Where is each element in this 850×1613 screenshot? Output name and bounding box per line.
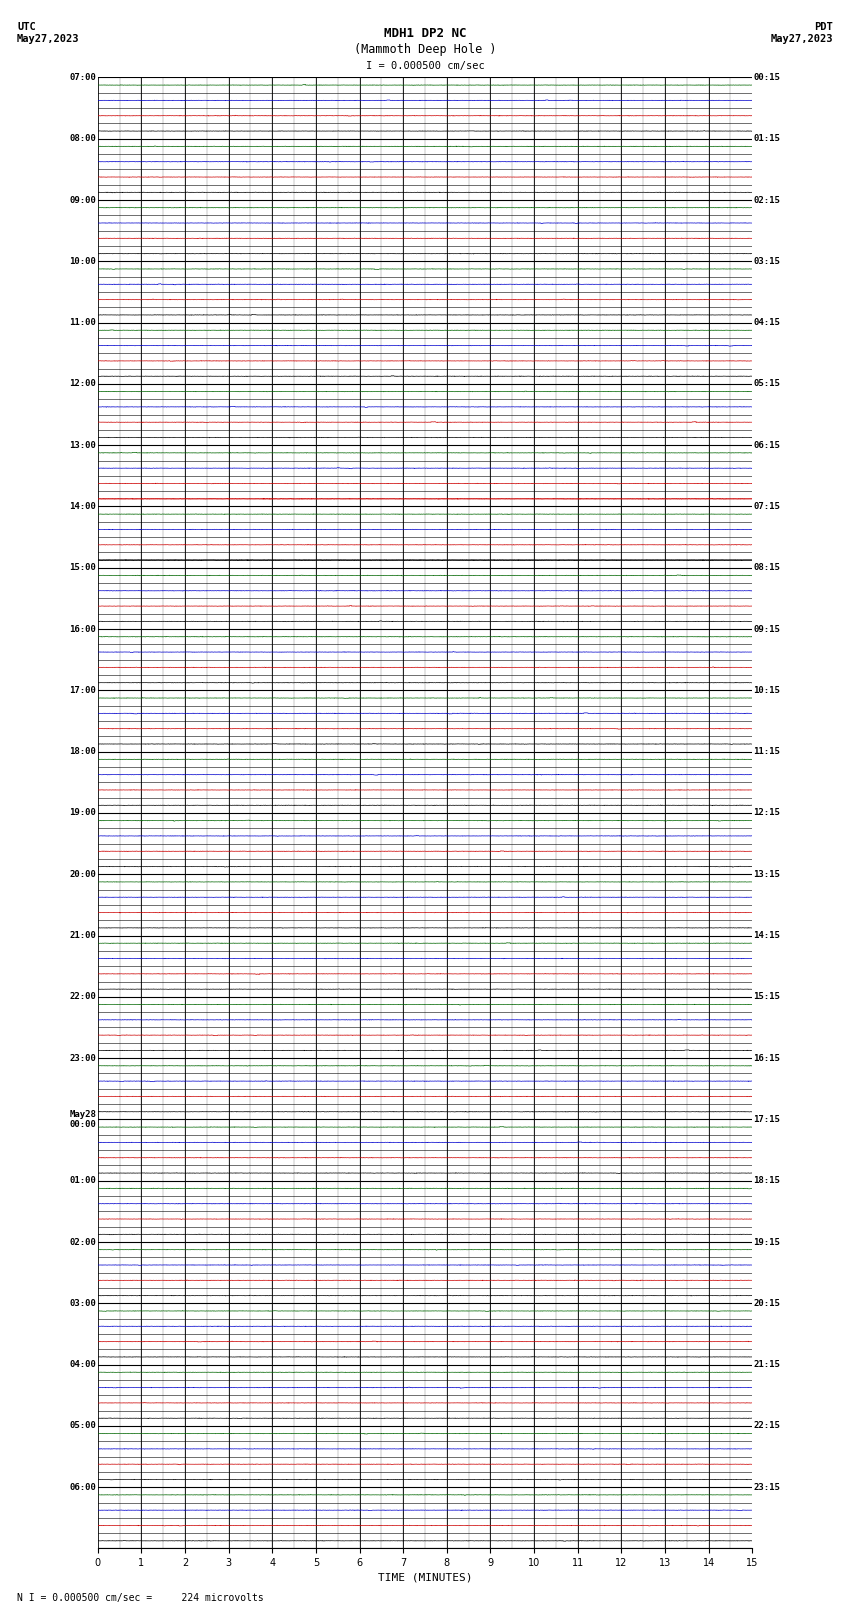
Text: 02:15: 02:15 bbox=[754, 195, 780, 205]
Text: (Mammoth Deep Hole ): (Mammoth Deep Hole ) bbox=[354, 44, 496, 56]
Text: 07:00: 07:00 bbox=[70, 73, 96, 82]
Text: 20:15: 20:15 bbox=[754, 1298, 780, 1308]
Text: 14:00: 14:00 bbox=[70, 502, 96, 511]
Text: PDT
May27,2023: PDT May27,2023 bbox=[770, 23, 833, 44]
X-axis label: TIME (MINUTES): TIME (MINUTES) bbox=[377, 1573, 473, 1582]
Text: 11:15: 11:15 bbox=[754, 747, 780, 756]
Text: 18:15: 18:15 bbox=[754, 1176, 780, 1186]
Text: 10:15: 10:15 bbox=[754, 686, 780, 695]
Text: 21:15: 21:15 bbox=[754, 1360, 780, 1369]
Text: 08:15: 08:15 bbox=[754, 563, 780, 573]
Text: 23:15: 23:15 bbox=[754, 1482, 780, 1492]
Text: May28
00:00: May28 00:00 bbox=[70, 1110, 96, 1129]
Text: 01:15: 01:15 bbox=[754, 134, 780, 144]
Text: 10:00: 10:00 bbox=[70, 256, 96, 266]
Text: 14:15: 14:15 bbox=[754, 931, 780, 940]
Text: 05:15: 05:15 bbox=[754, 379, 780, 389]
Text: 17:00: 17:00 bbox=[70, 686, 96, 695]
Text: 03:00: 03:00 bbox=[70, 1298, 96, 1308]
Text: 16:15: 16:15 bbox=[754, 1053, 780, 1063]
Text: 12:15: 12:15 bbox=[754, 808, 780, 818]
Text: 19:00: 19:00 bbox=[70, 808, 96, 818]
Text: 08:00: 08:00 bbox=[70, 134, 96, 144]
Text: MDH1 DP2 NC: MDH1 DP2 NC bbox=[383, 27, 467, 40]
Text: 03:15: 03:15 bbox=[754, 256, 780, 266]
Text: 02:00: 02:00 bbox=[70, 1237, 96, 1247]
Text: 06:00: 06:00 bbox=[70, 1482, 96, 1492]
Text: 09:00: 09:00 bbox=[70, 195, 96, 205]
Text: 01:00: 01:00 bbox=[70, 1176, 96, 1186]
Text: 05:00: 05:00 bbox=[70, 1421, 96, 1431]
Text: 12:00: 12:00 bbox=[70, 379, 96, 389]
Text: 17:15: 17:15 bbox=[754, 1115, 780, 1124]
Text: I = 0.000500 cm/sec: I = 0.000500 cm/sec bbox=[366, 61, 484, 71]
Text: 13:15: 13:15 bbox=[754, 869, 780, 879]
Text: 19:15: 19:15 bbox=[754, 1237, 780, 1247]
Text: 15:00: 15:00 bbox=[70, 563, 96, 573]
Text: N I = 0.000500 cm/sec =     224 microvolts: N I = 0.000500 cm/sec = 224 microvolts bbox=[17, 1594, 264, 1603]
Text: UTC
May27,2023: UTC May27,2023 bbox=[17, 23, 80, 44]
Text: 22:15: 22:15 bbox=[754, 1421, 780, 1431]
Text: 04:00: 04:00 bbox=[70, 1360, 96, 1369]
Text: 23:00: 23:00 bbox=[70, 1053, 96, 1063]
Text: 20:00: 20:00 bbox=[70, 869, 96, 879]
Text: 15:15: 15:15 bbox=[754, 992, 780, 1002]
Text: 07:15: 07:15 bbox=[754, 502, 780, 511]
Text: 13:00: 13:00 bbox=[70, 440, 96, 450]
Text: 18:00: 18:00 bbox=[70, 747, 96, 756]
Text: 04:15: 04:15 bbox=[754, 318, 780, 327]
Text: 22:00: 22:00 bbox=[70, 992, 96, 1002]
Text: 16:00: 16:00 bbox=[70, 624, 96, 634]
Text: 09:15: 09:15 bbox=[754, 624, 780, 634]
Text: 06:15: 06:15 bbox=[754, 440, 780, 450]
Text: 00:15: 00:15 bbox=[754, 73, 780, 82]
Text: 21:00: 21:00 bbox=[70, 931, 96, 940]
Text: 11:00: 11:00 bbox=[70, 318, 96, 327]
